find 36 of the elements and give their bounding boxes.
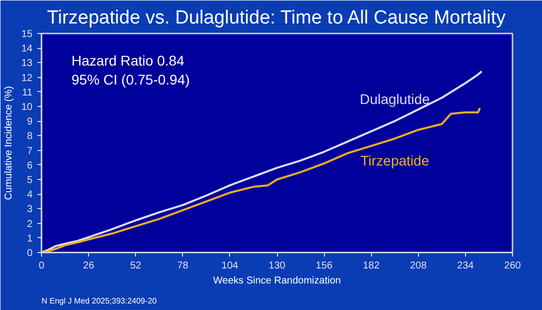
series-label: Tirzepatide [360,152,430,169]
y-tick-label: 4 [26,190,33,201]
y-tick-label: 9 [26,116,33,128]
y-tick-label: 12 [21,72,33,84]
y-tick-label: 10 [21,102,33,113]
y-tick-label: 15 [21,29,33,40]
x-tick-label: 260 [504,260,522,272]
y-tick-label: 1 [26,233,33,244]
y-tick-label: 2 [26,218,33,230]
series-label: Dulaglutide [360,91,430,108]
y-tick-label: 7 [26,146,33,157]
x-tick-label: 52 [130,260,142,272]
x-tick-label: 182 [362,260,380,272]
y-tick-label: 13 [21,58,33,70]
y-tick-label: 6 [26,160,33,172]
y-tick-label: 3 [26,204,33,216]
x-tick-label: 208 [410,260,428,272]
chart-title: Tirzepatide vs. Dulaglutide: Time to All Cause Mortality [46,8,506,28]
y-tick-label: 0 [26,248,33,259]
text: N Engl J Med 2025;393:2409-20 [42,296,158,306]
x-axis-title: Weeks Since Randomization [213,276,341,286]
x-tick-label: 0 [38,260,45,272]
x-tick-label: 104 [222,260,239,272]
y-axis-title: Cumulative Incidence (%) [3,86,14,200]
y-tick-label: 5 [26,175,33,186]
annotation: 95% CI (0.75-0.94) [72,71,190,88]
x-tick-label: 26 [83,260,95,272]
x-tick-label: 130 [268,260,286,272]
x-tick-label: 78 [177,260,189,272]
y-tick-label: 14 [21,44,33,55]
line-series [42,106,481,252]
x-tick-label: 234 [457,260,474,272]
y-tick-label: 8 [26,131,33,142]
y-tick-label: 11 [22,87,33,98]
annotation: Hazard Ratio 0.84 [72,52,185,68]
x-tick-label: 156 [316,260,333,272]
